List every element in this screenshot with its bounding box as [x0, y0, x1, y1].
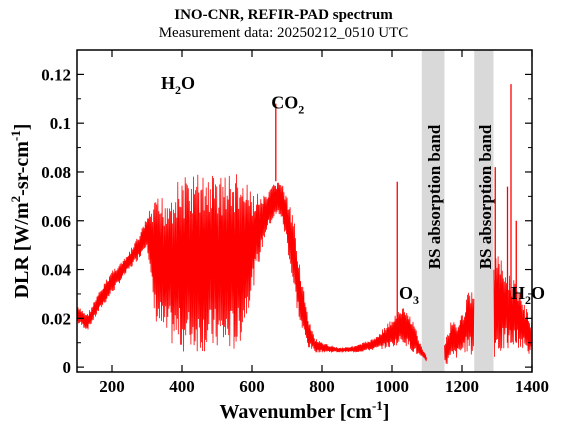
x-tick-label: 1200 [445, 377, 479, 396]
axis-ticks [77, 50, 533, 372]
y-tick-label: 0.04 [41, 261, 71, 280]
axis-tick-labels: 200 400 600 800 1000 1200 1400 0 0.02 0.04 0.06 0.0… [41, 65, 549, 396]
y-tick-label: 0.1 [50, 114, 71, 133]
annotation-label-1: H2O [161, 73, 195, 97]
annotation-label-2: CO2 [271, 93, 304, 117]
x-tick-label: 200 [99, 377, 125, 396]
x-axis-title: Wavenumber [cm-1] [220, 398, 390, 423]
axis-titles: Wavenumber [cm-1] DLR [W/m2-sr-cm-1] [8, 124, 389, 423]
y-tick-label: 0.08 [41, 163, 71, 182]
x-tick-label: 600 [239, 377, 265, 396]
y-tick-label: 0 [63, 358, 72, 377]
y-axis-title: DLR [W/m2-sr-cm-1] [8, 124, 33, 299]
chart-title: INO-CNR, REFIR-PAD spectrum [174, 7, 393, 23]
annotation-label-4: H2O [511, 283, 545, 307]
plot-frame [76, 49, 533, 373]
y-tick-label: 0.02 [41, 309, 71, 328]
absorption-band-label-2: BS absorption band [476, 124, 495, 269]
y-tick-label: 0.06 [41, 212, 71, 231]
absorption-band-1 [421, 50, 445, 372]
x-tick-label: 400 [169, 377, 195, 396]
x-tick-label: 1000 [375, 377, 409, 396]
absorption-band-2 [474, 50, 494, 372]
spectrum-series [76, 84, 533, 365]
annotation-label-3: O3 [399, 283, 419, 307]
x-tick-label: 1400 [515, 377, 549, 396]
x-tick-label: 800 [309, 377, 335, 396]
chart-subtitle: Measurement data: 20250212_0510 UTC [158, 25, 409, 41]
absorption-band-label-1: BS absorption band [425, 124, 444, 269]
annotations: H2O CO2 O3 H2O [161, 73, 545, 307]
absorption-bands: BS absorption band BS absorption band [421, 50, 495, 372]
y-tick-label: 0.12 [41, 65, 71, 84]
spectrum-line-1 [76, 174, 427, 362]
